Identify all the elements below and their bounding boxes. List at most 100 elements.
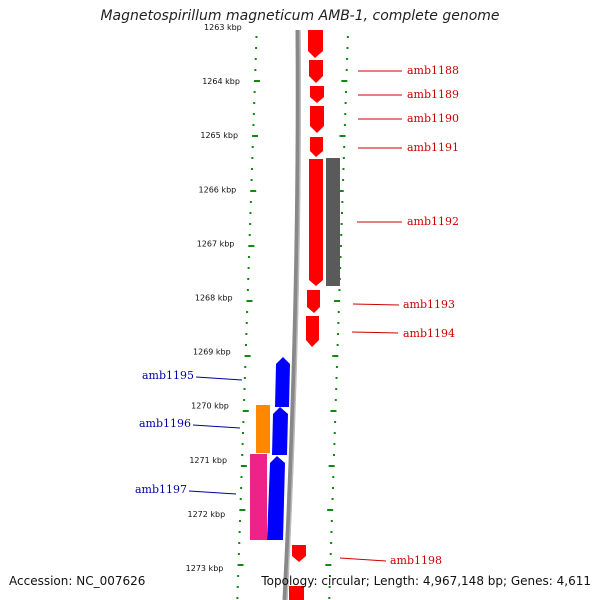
right-track-tick xyxy=(336,344,339,346)
left-track-tick xyxy=(247,256,250,258)
kbp-label: 1270 kbp xyxy=(191,402,229,411)
left-track-tick xyxy=(250,168,253,170)
right-track-tick xyxy=(330,531,333,533)
gene-label-amb1195[interactable]: amb1195 xyxy=(142,369,194,382)
tick-tracks xyxy=(236,36,349,599)
right-track-tick xyxy=(342,157,345,159)
kbp-label: 1263 kbp xyxy=(204,23,242,32)
left-track-tick xyxy=(242,421,245,423)
gene-feature-amb1190[interactable] xyxy=(310,106,324,133)
gene-feature-amb1193[interactable] xyxy=(307,290,320,313)
right-track-tick xyxy=(337,311,340,313)
right-track-tick xyxy=(344,91,347,93)
leader-line-amb1198 xyxy=(339,557,387,562)
other-feature[interactable] xyxy=(326,158,340,286)
right-track-tick xyxy=(332,355,339,357)
map-title: Magnetospirillum magneticum AMB-1, compl… xyxy=(100,8,500,24)
left-track-tick xyxy=(245,322,248,324)
gene-feature-bottom[interactable] xyxy=(289,586,304,600)
gene-label-amb1198[interactable]: amb1198 xyxy=(390,554,442,567)
left-track-tick xyxy=(240,487,243,489)
genome-summary-text: Topology: circular; Length: 4,967,148 bp… xyxy=(261,574,591,588)
left-track-tick xyxy=(252,135,259,137)
kbp-label: 1264 kbp xyxy=(202,77,240,86)
right-track-tick xyxy=(339,135,346,137)
right-track-tick xyxy=(339,267,342,269)
right-track-tick xyxy=(331,487,334,489)
right-track-tick xyxy=(328,465,335,467)
gene-label-amb1194[interactable]: amb1194 xyxy=(403,327,455,340)
gene-labels: amb1188 amb1189 amb1190 amb1191 amb1192 … xyxy=(135,64,459,567)
left-track-tick xyxy=(249,201,252,203)
gene-label-amb1188[interactable]: amb1188 xyxy=(407,64,459,77)
left-track-tick xyxy=(248,234,251,236)
right-track-tick xyxy=(346,36,349,38)
pseudogene-feature[interactable] xyxy=(250,454,267,540)
right-track-tick xyxy=(346,47,349,49)
gene-label-amb1191[interactable]: amb1191 xyxy=(407,141,459,154)
right-track-tick xyxy=(340,223,343,225)
gene-label-amb1190[interactable]: amb1190 xyxy=(407,112,459,125)
right-track-tick xyxy=(325,564,332,566)
gene-label-amb1193[interactable]: amb1193 xyxy=(403,298,455,311)
gene-feature-amb1188[interactable] xyxy=(309,60,323,83)
right-track-tick xyxy=(340,234,343,236)
left-track-tick xyxy=(241,432,244,434)
left-track-tick xyxy=(253,80,260,82)
gene-feature-amb1198[interactable] xyxy=(292,545,306,562)
left-track-tick xyxy=(247,278,250,280)
left-track-tick xyxy=(250,190,257,192)
gene-label-amb1189[interactable]: amb1189 xyxy=(407,88,459,101)
left-track-tick xyxy=(237,553,240,555)
gene-feature-amb1196[interactable] xyxy=(272,407,288,455)
leader-line-amb1196 xyxy=(192,424,241,429)
left-track-tick xyxy=(255,36,258,38)
gene-feature-amb1194[interactable] xyxy=(306,316,319,347)
right-track-tick xyxy=(342,168,345,170)
left-track-tick xyxy=(244,355,251,357)
right-track-tick xyxy=(344,113,347,115)
gene-label-amb1197[interactable]: amb1197 xyxy=(135,483,187,496)
right-track-tick xyxy=(341,80,348,82)
right-track-tick xyxy=(330,410,337,412)
right-track-tick xyxy=(329,553,332,555)
left-track-tick xyxy=(250,179,253,181)
right-track-tick xyxy=(335,366,338,368)
kbp-label: 1271 kbp xyxy=(189,456,227,465)
left-track-tick xyxy=(238,531,241,533)
left-track-tick xyxy=(244,366,247,368)
leader-line-amb1193 xyxy=(352,303,400,306)
leader-line-amb1195 xyxy=(195,376,243,381)
gene-label-amb1192[interactable]: amb1192 xyxy=(407,215,459,228)
left-track-tick xyxy=(243,377,246,379)
left-track-tick xyxy=(252,113,255,115)
gene-feature-amb1189[interactable] xyxy=(310,86,324,103)
kbp-label: 1273 kbp xyxy=(186,564,224,573)
gene-feature-amb1195[interactable] xyxy=(275,357,290,407)
left-track-tick xyxy=(240,476,243,478)
right-track-tick xyxy=(333,432,336,434)
genome-backbone xyxy=(282,29,301,600)
kbp-label: 1269 kbp xyxy=(193,348,231,357)
rna-feature[interactable] xyxy=(256,405,270,453)
right-track-tick xyxy=(340,212,343,214)
gene-feature-top[interactable] xyxy=(308,30,323,58)
left-track-tick xyxy=(238,542,241,544)
left-track-tick xyxy=(251,146,254,148)
gene-feature-amb1191[interactable] xyxy=(310,137,323,157)
left-track-tick xyxy=(249,223,252,225)
gene-feature-amb1192[interactable] xyxy=(309,159,323,286)
right-track-tick xyxy=(337,322,340,324)
left-track-tick xyxy=(246,311,249,313)
right-track-tick xyxy=(345,69,348,71)
left-track-tick xyxy=(243,399,246,401)
left-track-tick xyxy=(242,410,249,412)
gene-feature-amb1197[interactable] xyxy=(267,456,285,540)
feature-track[interactable] xyxy=(250,30,340,600)
right-track-tick xyxy=(343,146,346,148)
gene-label-amb1196[interactable]: amb1196 xyxy=(139,417,191,430)
left-track-tick xyxy=(248,245,255,247)
right-track-tick xyxy=(328,597,331,599)
backbone-highlight xyxy=(286,29,301,600)
